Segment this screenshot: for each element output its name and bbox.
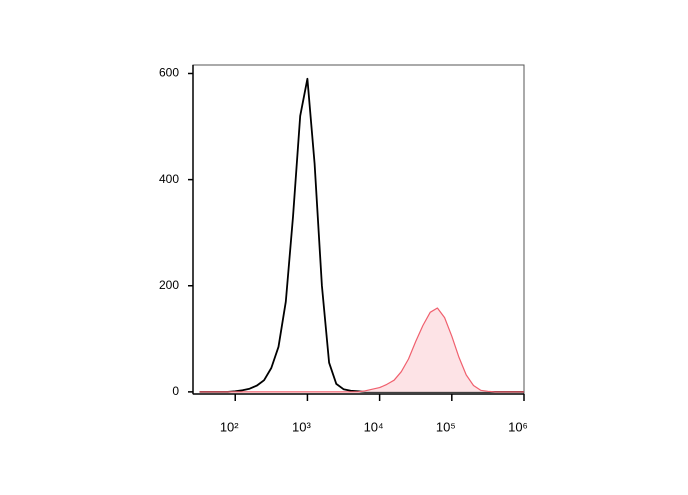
x-tick-label: 10⁵ — [436, 419, 456, 434]
x-tick-label: 10⁶ — [508, 419, 528, 434]
y-tick-label: 600 — [159, 66, 179, 80]
x-tick-label: 10² — [220, 419, 239, 434]
y-tick-label: 400 — [159, 172, 179, 186]
y-tick-label: 200 — [159, 278, 179, 292]
area — [199, 308, 524, 392]
line — [199, 307, 524, 393]
x-tick-label: 10⁴ — [364, 419, 384, 434]
x-tick-label: 10³ — [292, 419, 311, 434]
plot-frame — [192, 64, 525, 395]
line — [199, 77, 524, 393]
y-tick-label: 0 — [172, 384, 179, 398]
